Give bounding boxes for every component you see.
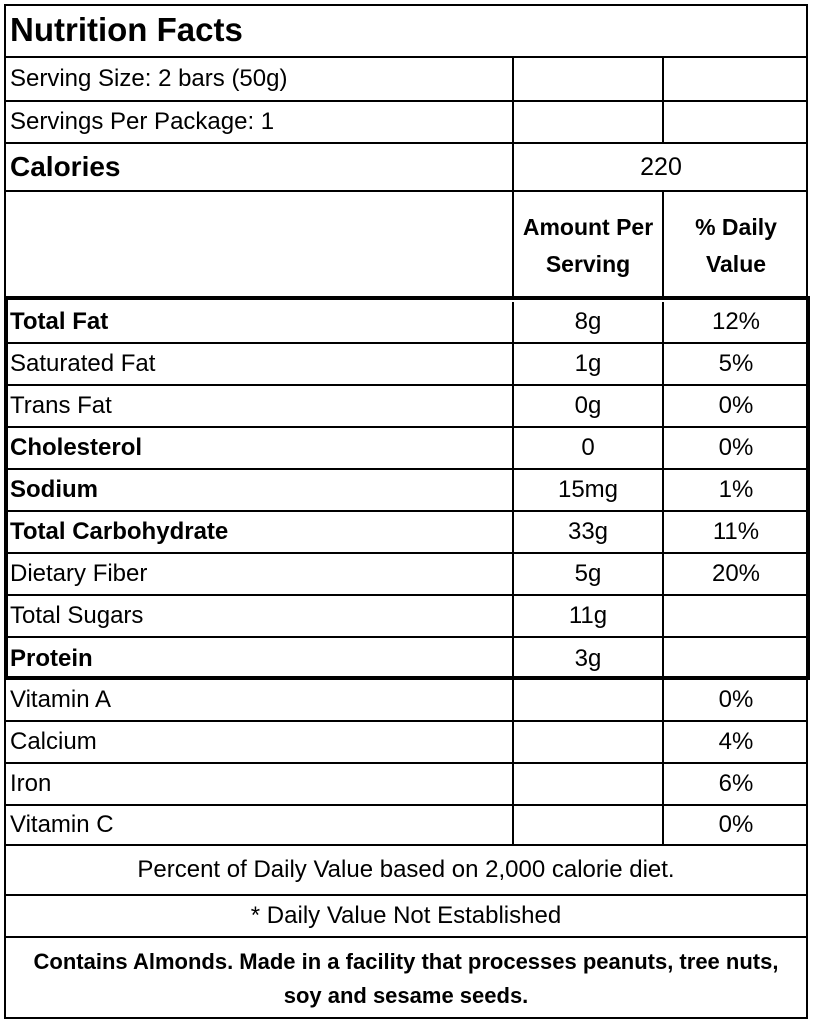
nutrient-daily-value: 11% bbox=[662, 512, 808, 552]
nutrient-daily-value: 20% bbox=[662, 554, 808, 594]
nutrient-amount: 3g bbox=[512, 638, 662, 680]
vitamin-daily-value: 4% bbox=[662, 722, 808, 762]
allergen-statement: Contains Almonds. Made in a facility tha… bbox=[33, 948, 779, 1008]
nutrient-amount: 8g bbox=[512, 302, 662, 342]
nutrient-amount: 0g bbox=[512, 386, 662, 426]
daily-value-header: % Daily Value bbox=[662, 192, 808, 300]
nutrient-amount: 15mg bbox=[512, 470, 662, 510]
vitamin-row: Calcium 4% bbox=[4, 722, 808, 764]
serving-size-row: Serving Size: 2 bars (50g) bbox=[4, 58, 808, 102]
vitamin-name: Vitamin A bbox=[10, 686, 111, 713]
calories-label: Calories bbox=[10, 151, 121, 182]
nutrient-daily-value bbox=[662, 596, 808, 636]
empty-cell bbox=[662, 58, 808, 100]
nutrient-daily-value: 1% bbox=[662, 470, 808, 510]
nutrient-name: Protein bbox=[10, 645, 93, 672]
nutrient-name: Total Carbohydrate bbox=[10, 518, 229, 545]
nutrient-amount: 0 bbox=[512, 428, 662, 468]
vitamin-daily-value: 0% bbox=[662, 806, 808, 844]
nutrient-amount: 1g bbox=[512, 344, 662, 384]
empty-cell bbox=[512, 102, 662, 142]
empty-cell bbox=[512, 680, 662, 720]
nutrient-row: Saturated Fat 1g 5% bbox=[4, 344, 808, 386]
nutrient-name: Total Fat bbox=[10, 308, 109, 335]
nutrient-row: Total Carbohydrate 33g 11% bbox=[4, 512, 808, 554]
vitamin-row: Vitamin A 0% bbox=[4, 680, 808, 722]
daily-value-note: Percent of Daily Value based on 2,000 ca… bbox=[137, 856, 675, 883]
empty-cell bbox=[662, 102, 808, 142]
nutrient-name: Sodium bbox=[10, 476, 98, 503]
vitamin-row: Iron 6% bbox=[4, 764, 808, 806]
nutrient-name: Cholesterol bbox=[10, 434, 143, 461]
vitamin-name: Calcium bbox=[10, 728, 97, 755]
nutrient-daily-value: 5% bbox=[662, 344, 808, 384]
empty-cell bbox=[512, 58, 662, 100]
nutrient-amount: 11g bbox=[512, 596, 662, 636]
nutrient-daily-value bbox=[662, 638, 808, 680]
column-header-row: Amount Per Serving % Daily Value bbox=[4, 192, 808, 300]
nutrient-name: Dietary Fiber bbox=[10, 560, 148, 587]
allergen-row: Contains Almonds. Made in a facility tha… bbox=[4, 938, 808, 1019]
nutrient-row: Sodium 15mg 1% bbox=[4, 470, 808, 512]
nutrient-name: Total Sugars bbox=[10, 602, 144, 629]
title-row: Nutrition Facts bbox=[4, 4, 808, 58]
calories-value: 220 bbox=[512, 144, 808, 190]
not-established-row: * Daily Value Not Established bbox=[4, 896, 808, 938]
empty-cell bbox=[4, 192, 512, 300]
servings-per-package-row: Servings Per Package: 1 bbox=[4, 102, 808, 144]
nutrient-row: Dietary Fiber 5g 20% bbox=[4, 554, 808, 596]
nutrient-row: Trans Fat 0g 0% bbox=[4, 386, 808, 428]
panel-title: Nutrition Facts bbox=[10, 11, 243, 48]
vitamin-name: Iron bbox=[10, 770, 52, 797]
daily-value-note-row: Percent of Daily Value based on 2,000 ca… bbox=[4, 846, 808, 896]
amount-per-serving-header: Amount Per Serving bbox=[512, 192, 662, 300]
vitamin-daily-value: 0% bbox=[662, 680, 808, 720]
nutrient-daily-value: 12% bbox=[662, 302, 808, 342]
nutrient-row: Protein 3g bbox=[4, 638, 808, 680]
servings-per-package: Servings Per Package: 1 bbox=[10, 108, 275, 135]
calories-row: Calories 220 bbox=[4, 144, 808, 192]
serving-size: Serving Size: 2 bars (50g) bbox=[10, 65, 288, 92]
nutrition-facts-panel: Nutrition Facts Serving Size: 2 bars (50… bbox=[4, 4, 808, 1019]
nutrient-daily-value: 0% bbox=[662, 428, 808, 468]
nutrient-row: Total Fat 8g 12% bbox=[4, 302, 808, 344]
vitamin-daily-value: 6% bbox=[662, 764, 808, 804]
nutrient-name: Saturated Fat bbox=[10, 350, 156, 377]
empty-cell bbox=[512, 722, 662, 762]
nutrient-amount: 33g bbox=[512, 512, 662, 552]
nutrient-row: Cholesterol 0 0% bbox=[4, 428, 808, 470]
nutrient-row: Total Sugars 11g bbox=[4, 596, 808, 638]
nutrient-amount: 5g bbox=[512, 554, 662, 594]
empty-cell bbox=[512, 806, 662, 844]
nutrient-daily-value: 0% bbox=[662, 386, 808, 426]
not-established-note: * Daily Value Not Established bbox=[250, 902, 562, 929]
empty-cell bbox=[512, 764, 662, 804]
vitamin-name: Vitamin C bbox=[10, 811, 114, 838]
nutrient-name: Trans Fat bbox=[10, 392, 112, 419]
vitamin-row: Vitamin C 0% bbox=[4, 806, 808, 846]
